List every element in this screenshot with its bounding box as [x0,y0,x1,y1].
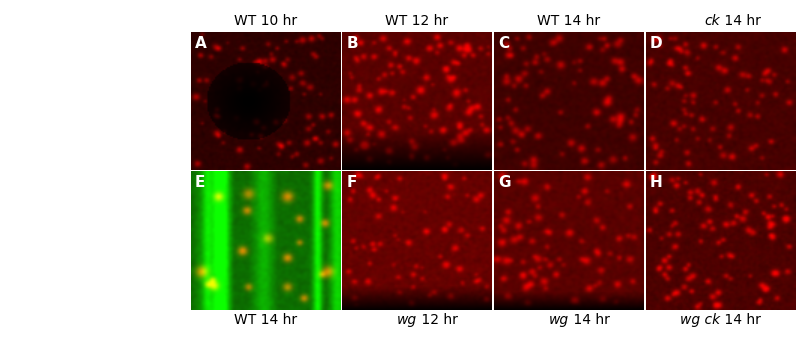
Text: 12 hr: 12 hr [417,313,458,327]
Text: ck: ck [704,14,720,28]
Text: WT 10 hr: WT 10 hr [234,14,297,28]
Text: H: H [650,175,663,190]
Text: wg: wg [396,313,417,327]
Text: C: C [498,36,509,51]
Text: D: D [650,36,662,51]
Text: A: A [195,36,207,51]
Text: WT 14 hr: WT 14 hr [537,14,600,28]
Text: F: F [347,175,357,190]
Text: B: B [347,36,358,51]
Text: E: E [195,175,205,190]
Text: wg ck: wg ck [680,313,720,327]
Text: WT 14 hr: WT 14 hr [234,313,297,327]
Text: 14 hr: 14 hr [720,313,761,327]
Text: G: G [498,175,511,190]
Text: WT 12 hr: WT 12 hr [385,14,448,28]
Text: 14 hr: 14 hr [720,14,761,28]
Text: 14 hr: 14 hr [568,313,610,327]
Text: wg: wg [548,313,568,327]
